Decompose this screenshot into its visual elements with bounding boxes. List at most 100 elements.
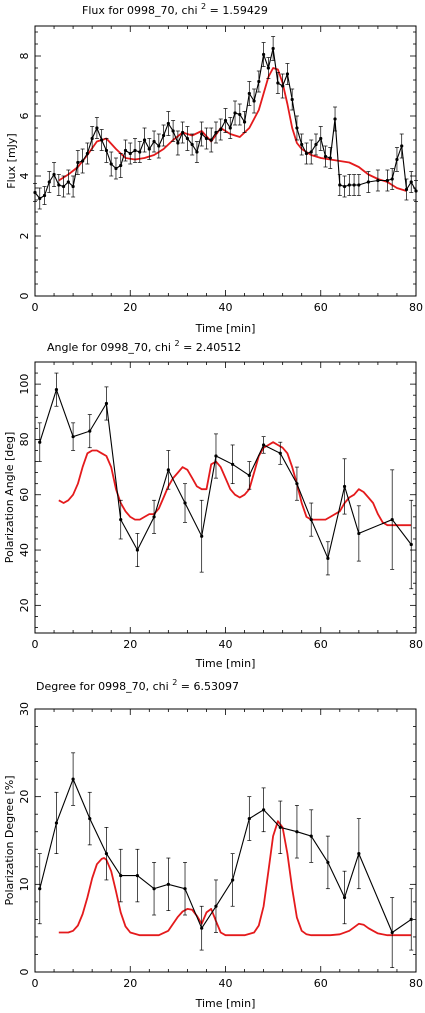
x-tick-label: 40 <box>219 301 233 314</box>
data-point <box>228 126 232 130</box>
data-point <box>71 777 75 781</box>
chart-title-sup: 2 <box>174 339 179 348</box>
data-point <box>119 163 123 168</box>
y-tick-label: 40 <box>18 543 31 557</box>
plot-frame <box>34 25 417 297</box>
data-point <box>183 501 187 505</box>
data-point <box>357 852 361 856</box>
data-point <box>166 882 170 886</box>
data-point <box>242 120 247 124</box>
data-point <box>409 917 413 922</box>
y-tick-label: 2 <box>18 233 31 240</box>
data-point <box>195 150 199 154</box>
data-point <box>123 148 128 153</box>
data-point <box>90 136 94 141</box>
data-point <box>157 144 161 148</box>
chart-panel-3: 0 20 40 60 80 0 10 20 30 Degree for 0998_70, chi … <box>3 678 423 1010</box>
data-point <box>214 130 218 135</box>
y-tick-label: 0 <box>18 969 31 976</box>
x-axis-label: Time [min] <box>195 657 256 670</box>
data-point <box>52 172 56 177</box>
data-point <box>295 482 299 486</box>
y-tick-label: 4 <box>18 173 31 180</box>
data-line <box>39 777 412 934</box>
data-point <box>409 542 413 547</box>
y-tick-label: 6 <box>18 113 31 120</box>
x-tick-label: 80 <box>409 301 423 314</box>
model-curve <box>58 441 412 527</box>
data-point <box>119 873 123 878</box>
chart-title-tail: = 2.40512 <box>180 341 242 354</box>
x-tick-label: 80 <box>409 977 423 990</box>
chart-title: Angle for 0998_70, chi 2 = 2.40512 <box>47 339 241 354</box>
x-tick-label: 80 <box>409 638 423 651</box>
x-tick-label: 20 <box>123 977 137 990</box>
data-point <box>147 147 151 151</box>
data-point <box>166 468 170 472</box>
x-tick-label: 20 <box>123 638 137 651</box>
data-point <box>309 518 313 522</box>
data-point <box>357 531 361 536</box>
data-point <box>138 150 142 154</box>
data-point <box>223 118 228 123</box>
y-tick-label: 60 <box>18 488 31 502</box>
data-point <box>100 138 104 142</box>
data-point <box>390 930 394 935</box>
data-point <box>183 887 187 891</box>
data-point <box>161 133 166 138</box>
data-point <box>42 193 47 198</box>
data-point <box>200 534 204 538</box>
data-point <box>328 156 332 160</box>
data-point <box>342 484 347 489</box>
data-point <box>323 154 328 159</box>
x-tick-label: 40 <box>219 977 233 990</box>
y-axis-label: Polarization Angle [deg] <box>3 432 16 564</box>
model-curve <box>58 820 412 937</box>
data-point <box>95 126 99 130</box>
data-point <box>88 429 92 433</box>
data-point <box>347 183 351 187</box>
data-point <box>57 183 61 187</box>
data-point <box>214 454 218 458</box>
y-tick-label: 20 <box>18 790 31 804</box>
data-point <box>295 830 299 834</box>
data-point <box>285 72 290 76</box>
data-point <box>231 878 235 882</box>
data-point <box>404 187 409 192</box>
data-point <box>352 183 356 187</box>
data-point <box>71 184 75 189</box>
data-point <box>366 180 370 184</box>
data-point <box>54 388 59 392</box>
chart-title-main: Degree for 0998_70, chi <box>36 680 172 693</box>
data-point <box>185 136 189 141</box>
data-point <box>304 151 309 156</box>
y-tick-label: 8 <box>18 53 31 60</box>
data-point <box>252 99 256 103</box>
data-point <box>300 142 304 147</box>
data-point <box>333 117 337 121</box>
data-point <box>76 160 80 165</box>
x-tick-label: 0 <box>32 638 39 651</box>
data-point <box>309 150 313 154</box>
data-point <box>85 151 89 156</box>
data-point <box>109 162 113 166</box>
data-point <box>133 148 137 153</box>
data-point <box>200 926 204 930</box>
data-point <box>390 518 394 522</box>
data-point <box>390 177 394 181</box>
data-point <box>181 130 185 135</box>
data-point <box>81 159 85 163</box>
y-tick-label: 0 <box>18 293 31 300</box>
data-point <box>152 139 156 144</box>
chart-title-sup: 2 <box>172 678 177 687</box>
data-point <box>88 816 92 821</box>
data-point <box>281 84 285 88</box>
data-point <box>314 142 318 147</box>
data-point <box>33 190 37 195</box>
chart-title-main: Flux for 0998_70, chi <box>82 4 201 17</box>
data-point <box>176 141 180 145</box>
data-point <box>278 451 282 455</box>
data-point <box>166 121 170 126</box>
y-tick-label: 80 <box>18 432 31 446</box>
